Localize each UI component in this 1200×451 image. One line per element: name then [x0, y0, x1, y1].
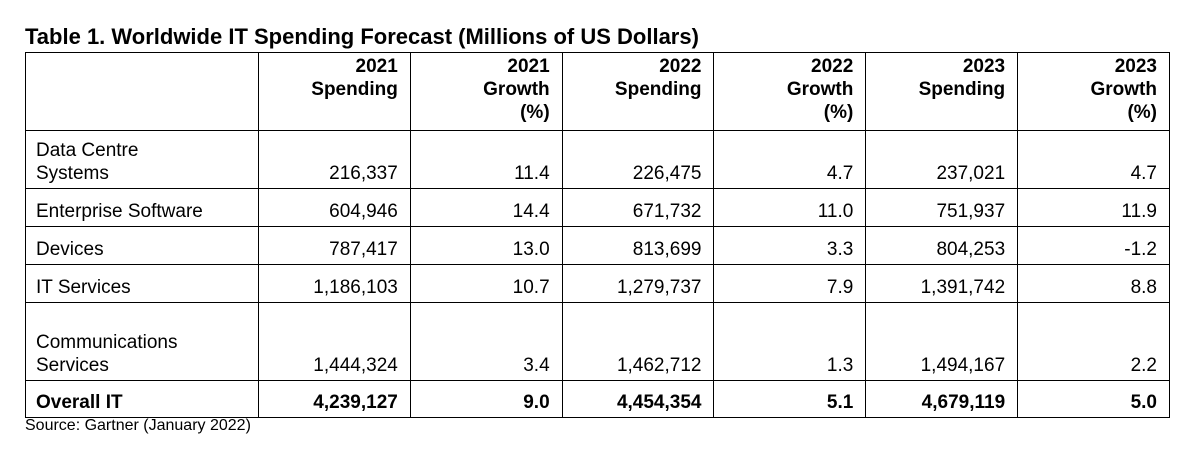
- text-line: Systems: [36, 163, 109, 184]
- data-cell: 4.7: [1017, 130, 1170, 189]
- text-line: 2022: [811, 56, 854, 77]
- data-cell: 3.3: [713, 226, 867, 265]
- text-line: Services: [36, 355, 109, 376]
- row-label: Devices: [25, 226, 259, 265]
- text-line: Overall IT: [36, 392, 123, 413]
- data-cell: 1,444,324: [258, 302, 411, 381]
- text-line: Spending: [918, 79, 1006, 100]
- text-line: Communications: [36, 332, 178, 353]
- data-cell: 1,494,167: [865, 302, 1019, 381]
- text-line: Spending: [311, 79, 398, 100]
- text-line: Data Centre: [36, 140, 139, 161]
- row-label: IT Services: [25, 264, 259, 303]
- data-cell: 4,454,354: [561, 380, 715, 418]
- header-cell: 2023 Spending: [865, 52, 1019, 131]
- text-line: 2022: [659, 56, 702, 77]
- text-line: 2021: [355, 56, 398, 77]
- text-line: Enterprise Software: [36, 201, 203, 222]
- text-line: (%): [1127, 102, 1157, 123]
- table-title: Table 1. Worldwide IT Spending Forecast …: [25, 24, 699, 49]
- data-cell: 11.4: [409, 130, 563, 189]
- data-cell: 4,679,119: [865, 380, 1019, 418]
- text-line: (%): [520, 102, 550, 123]
- table-row: Overall IT 4,239,127 9.0 4,454,354 5.1 4,679,…: [25, 380, 1170, 418]
- text-line: Devices: [36, 239, 104, 260]
- table-row: IT Services 1,186,103 10.7 1,279,737 7.9 1,39…: [25, 264, 1170, 303]
- header-cell: 2021 Growth (%): [409, 52, 563, 131]
- data-cell: 5.1: [713, 380, 867, 418]
- data-cell: 1,186,103: [258, 264, 411, 303]
- data-cell: 226,475: [561, 130, 715, 189]
- row-label: Data Centre Systems: [25, 130, 259, 189]
- text-line: 2023: [962, 56, 1006, 77]
- data-cell: 216,337: [258, 130, 411, 189]
- text-line: Spending: [614, 79, 702, 100]
- header-cell: 2023 Growth (%): [1017, 52, 1170, 131]
- data-cell: 604,946: [258, 188, 411, 227]
- data-cell: 787,417: [258, 226, 411, 265]
- data-cell: 14.4: [409, 188, 563, 227]
- data-cell: 9.0: [409, 380, 563, 418]
- data-cell: 751,937: [865, 188, 1019, 227]
- text-line: IT Services: [36, 277, 131, 298]
- data-cell: 8.8: [1017, 264, 1170, 303]
- data-cell: 7.9: [713, 264, 867, 303]
- data-cell: 3.4: [409, 302, 563, 381]
- header-cell: 2021 Spending: [258, 52, 411, 131]
- data-cell: 4.7: [713, 130, 867, 189]
- data-cell: 804,253: [865, 226, 1019, 265]
- table-row: Communications Services 1,444,324 3.4 1,462,…: [25, 302, 1170, 381]
- text-line: 2023: [1114, 56, 1157, 77]
- text-line: (%): [823, 102, 854, 123]
- data-cell: 1,462,712: [561, 302, 715, 381]
- data-cell: 11.9: [1017, 188, 1170, 227]
- table-row: Enterprise Software 604,946 14.4 671,732 11.…: [25, 188, 1170, 227]
- data-cell: 11.0: [713, 188, 867, 227]
- table-row: Devices 787,417 13.0 813,699 3.3 804,253 -1.2: [25, 226, 1170, 265]
- data-cell: 13.0: [409, 226, 563, 265]
- text-line: 2021: [507, 56, 550, 77]
- row-label: Communications Services: [25, 302, 259, 381]
- row-label: Overall IT: [25, 380, 259, 418]
- header-cell: 2022 Spending: [561, 52, 715, 131]
- header-row: 2021 Spending 2021 Growth (%) 2022 Spending 202…: [25, 52, 1170, 131]
- header-cell: [25, 52, 259, 131]
- text-line: Growth: [786, 79, 854, 100]
- data-cell: 671,732: [561, 188, 715, 227]
- data-cell: 10.7: [409, 264, 563, 303]
- data-cell: 5.0: [1017, 380, 1170, 418]
- data-cell: 2.2: [1017, 302, 1170, 381]
- data-cell: 813,699: [561, 226, 715, 265]
- data-cell: 1,391,742: [865, 264, 1019, 303]
- data-cell: 1,279,737: [561, 264, 715, 303]
- data-cell: 4,239,127: [258, 380, 411, 418]
- row-label: Enterprise Software: [25, 188, 259, 227]
- data-cell: 237,021: [865, 130, 1019, 189]
- header-cell: 2022 Growth (%): [713, 52, 867, 131]
- table-row: Data Centre Systems 216,337 11.4 226,475 4.7 2…: [25, 130, 1170, 189]
- text-line: Growth: [483, 79, 550, 100]
- data-cell: -1.2: [1017, 226, 1170, 265]
- text-line: Growth: [1090, 79, 1158, 100]
- source-note: Source: Gartner (January 2022): [25, 417, 251, 434]
- table: 2021 Spending 2021 Growth (%) 2022 Spending 202…: [25, 52, 1170, 418]
- data-cell: 1.3: [713, 302, 867, 381]
